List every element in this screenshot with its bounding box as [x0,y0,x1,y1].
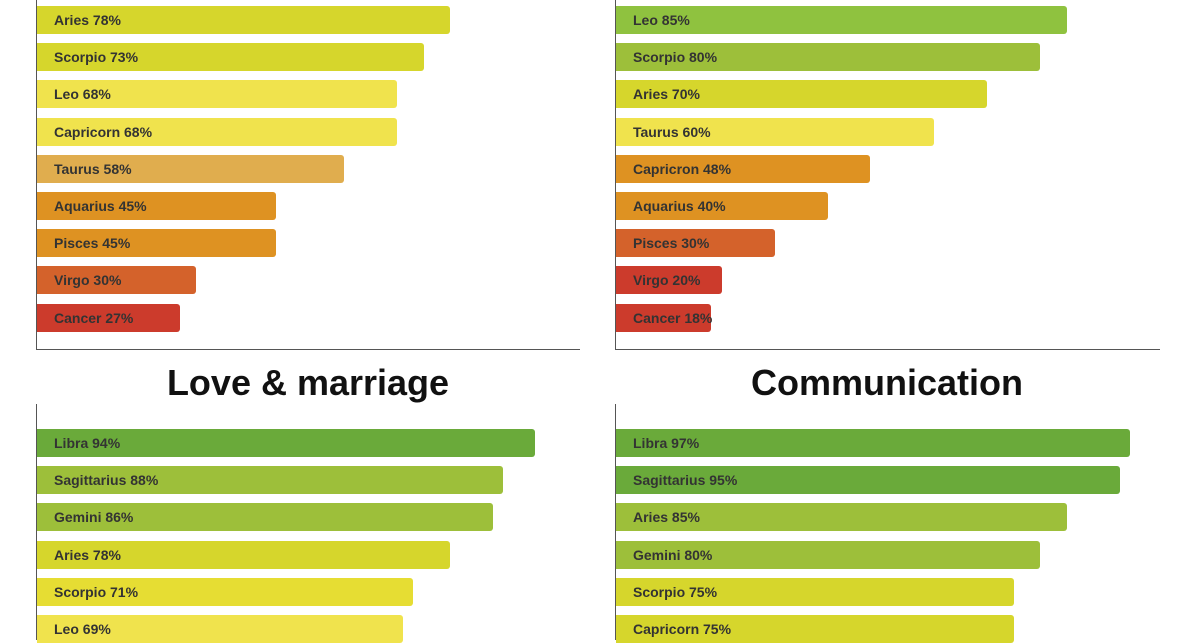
bar-label: Scorpio 75% [633,584,718,600]
bar-virgo: Virgo 20% [616,266,722,294]
bar-label: Aries 78% [54,547,121,563]
bar-libra: Libra 94% [37,429,535,457]
bar-pisces: Pisces 30% [616,229,775,257]
y-axis-line [615,0,616,349]
x-axis-line [36,349,580,350]
bar-label: Aries 78% [54,12,121,28]
bar-label: Capricorn 75% [633,621,732,637]
bar-label: Aries 85% [633,509,700,525]
bar-capricorn: Capricorn 75% [616,615,1014,643]
bar-label: Gemini 80% [633,547,713,563]
bar-aries: Aries 85% [616,503,1067,531]
bar-capricron: Capricron 48% [616,155,870,183]
communication-title: Communication [750,362,1024,403]
bar-leo: Leo 69% [37,615,403,643]
bar-label: Cancer 18% [633,310,713,326]
bar-aquarius: Aquarius 45% [37,192,276,220]
bar-aries: Aries 78% [37,541,450,569]
bar-label: Leo 85% [633,12,690,28]
bar-label: Libra 94% [54,435,121,451]
bar-scorpio: Scorpio 75% [616,578,1014,606]
bar-taurus: Taurus 58% [37,155,344,183]
x-axis-line [615,349,1160,350]
bar-label: Aries 70% [633,86,700,102]
bar-capricorn: Capricorn 68% [37,118,397,146]
bar-virgo: Virgo 30% [37,266,196,294]
bar-label: Gemini 86% [54,509,134,525]
bar-label: Aquarius 40% [633,198,726,214]
bar-libra: Libra 97% [616,429,1130,457]
bar-label: Taurus 60% [633,124,711,140]
bar-scorpio: Scorpio 71% [37,578,413,606]
bar-scorpio: Scorpio 73% [37,43,424,71]
bar-label: Capricorn 68% [54,124,153,140]
bar-leo: Leo 85% [616,6,1067,34]
bar-label: Sagittarius 88% [54,472,159,488]
bar-label: Pisces 45% [54,235,131,251]
bar-label: Scorpio 73% [54,49,139,65]
bar-label: Cancer 27% [54,310,134,326]
bar-label: Sagittarius 95% [633,472,738,488]
bar-label: Leo 68% [54,86,111,102]
bar-taurus: Taurus 60% [616,118,934,146]
y-axis-line [615,404,616,640]
bar-gemini: Gemini 80% [616,541,1040,569]
y-axis-line [36,404,37,640]
bar-sagittarius: Sagittarius 95% [616,466,1120,494]
bar-sagittarius: Sagittarius 88% [37,466,503,494]
bar-label: Capricron 48% [633,161,732,177]
bar-gemini: Gemini 86% [37,503,493,531]
bar-label: Scorpio 71% [54,584,139,600]
bar-scorpio: Scorpio 80% [616,43,1040,71]
bar-leo: Leo 68% [37,80,397,108]
bar-label: Pisces 30% [633,235,710,251]
bar-cancer: Cancer 18% [616,304,713,332]
bar-aquarius: Aquarius 40% [616,192,828,220]
bar-label: Aquarius 45% [54,198,147,214]
bar-label: Taurus 58% [54,161,132,177]
love-marriage-title: Love & marriage [166,362,450,403]
bar-label: Scorpio 80% [633,49,718,65]
bar-aries: Aries 70% [616,80,987,108]
bar-label: Virgo 20% [633,272,701,288]
bar-label: Libra 97% [633,435,700,451]
bar-label: Leo 69% [54,621,111,637]
bar-label: Virgo 30% [54,272,122,288]
bar-cancer: Cancer 27% [37,304,180,332]
bar-aries: Aries 78% [37,6,450,34]
y-axis-line [36,0,37,349]
bar-pisces: Pisces 45% [37,229,276,257]
